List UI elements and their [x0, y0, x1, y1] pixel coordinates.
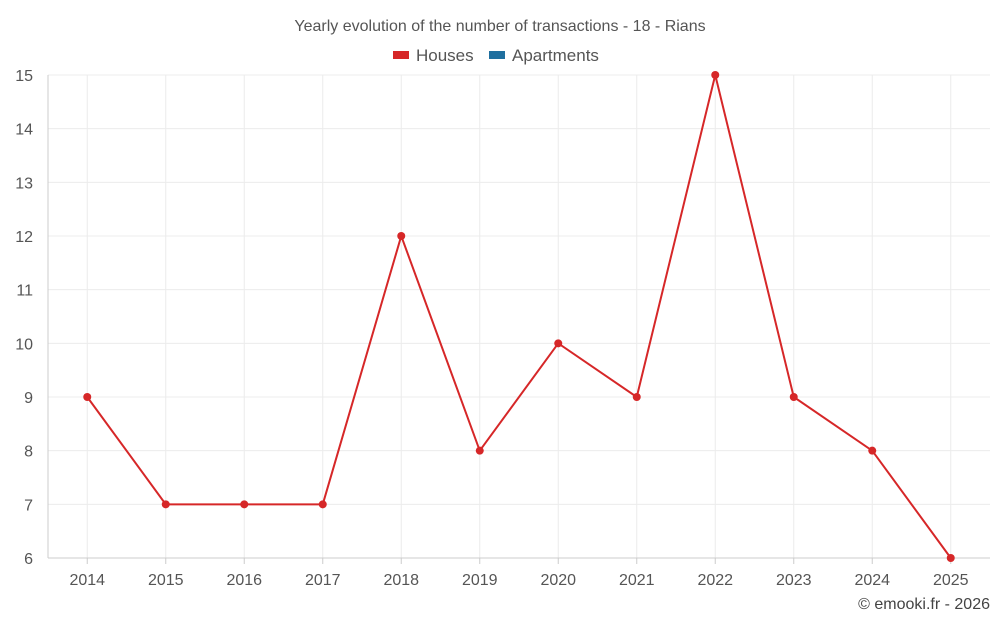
x-tick-label-2014: 2014	[69, 572, 105, 589]
houses-point-2017[interactable]	[318, 500, 327, 509]
y-tick-label-9: 9	[24, 390, 33, 407]
x-tick-label-2019: 2019	[462, 572, 498, 589]
legend-swatch-houses	[393, 51, 409, 59]
x-tick-label-2021: 2021	[619, 572, 655, 589]
legend: Houses Apartments	[393, 46, 599, 65]
x-tick-label-2023: 2023	[776, 572, 812, 589]
x-tick-label-2025: 2025	[933, 572, 969, 589]
houses-point-2020[interactable]	[554, 339, 563, 348]
legend-item-houses[interactable]: Houses	[393, 46, 474, 65]
legend-label-apartments: Apartments	[512, 46, 599, 65]
houses-point-2018[interactable]	[397, 232, 406, 240]
legend-label-houses: Houses	[416, 46, 474, 65]
houses-point-2023[interactable]	[789, 393, 798, 401]
y-tick-label-14: 14	[15, 122, 33, 139]
x-tick-label-2020: 2020	[540, 572, 576, 589]
x-tick-label-2016: 2016	[226, 572, 262, 589]
y-tick-label-8: 8	[24, 444, 33, 461]
houses-point-2021[interactable]	[632, 393, 641, 401]
x-tick-label-2015: 2015	[148, 572, 184, 589]
y-tick-label-10: 10	[15, 336, 33, 353]
houses-point-2014[interactable]	[83, 393, 92, 401]
x-axis-ticks: 2014 2015 2016 2017 2018 2019 2020 2021 2022 2023…	[69, 558, 969, 589]
y-axis-ticks: 6 7 8 9 10 11 12 13 14 15	[15, 68, 33, 568]
x-tick-label-2018: 2018	[383, 572, 419, 589]
houses-point-2024[interactable]	[868, 446, 877, 455]
series-houses	[83, 71, 955, 562]
legend-swatch-apartments	[489, 51, 505, 59]
y-tick-label-12: 12	[15, 229, 33, 246]
houses-line	[86, 74, 952, 559]
chart-title: Yearly evolution of the number of transa…	[294, 18, 705, 35]
houses-point-2019[interactable]	[475, 446, 484, 455]
y-tick-label-15: 15	[15, 68, 33, 85]
axes	[47, 75, 990, 559]
x-tick-label-2022: 2022	[697, 572, 733, 589]
gridlines	[48, 74, 990, 558]
x-tick-label-2024: 2024	[854, 572, 890, 589]
houses-point-2025[interactable]	[946, 554, 955, 562]
houses-point-2015[interactable]	[161, 500, 170, 509]
credit-text: © emooki.fr - 2026	[858, 596, 990, 613]
y-tick-label-13: 13	[15, 175, 33, 192]
y-tick-label-11: 11	[16, 283, 33, 300]
y-tick-label-6: 6	[24, 551, 33, 568]
x-tick-label-2017: 2017	[305, 572, 341, 589]
y-tick-label-7: 7	[24, 497, 33, 514]
legend-item-apartments[interactable]: Apartments	[489, 46, 599, 65]
houses-point-2016[interactable]	[240, 500, 249, 509]
houses-point-2022[interactable]	[711, 71, 720, 79]
